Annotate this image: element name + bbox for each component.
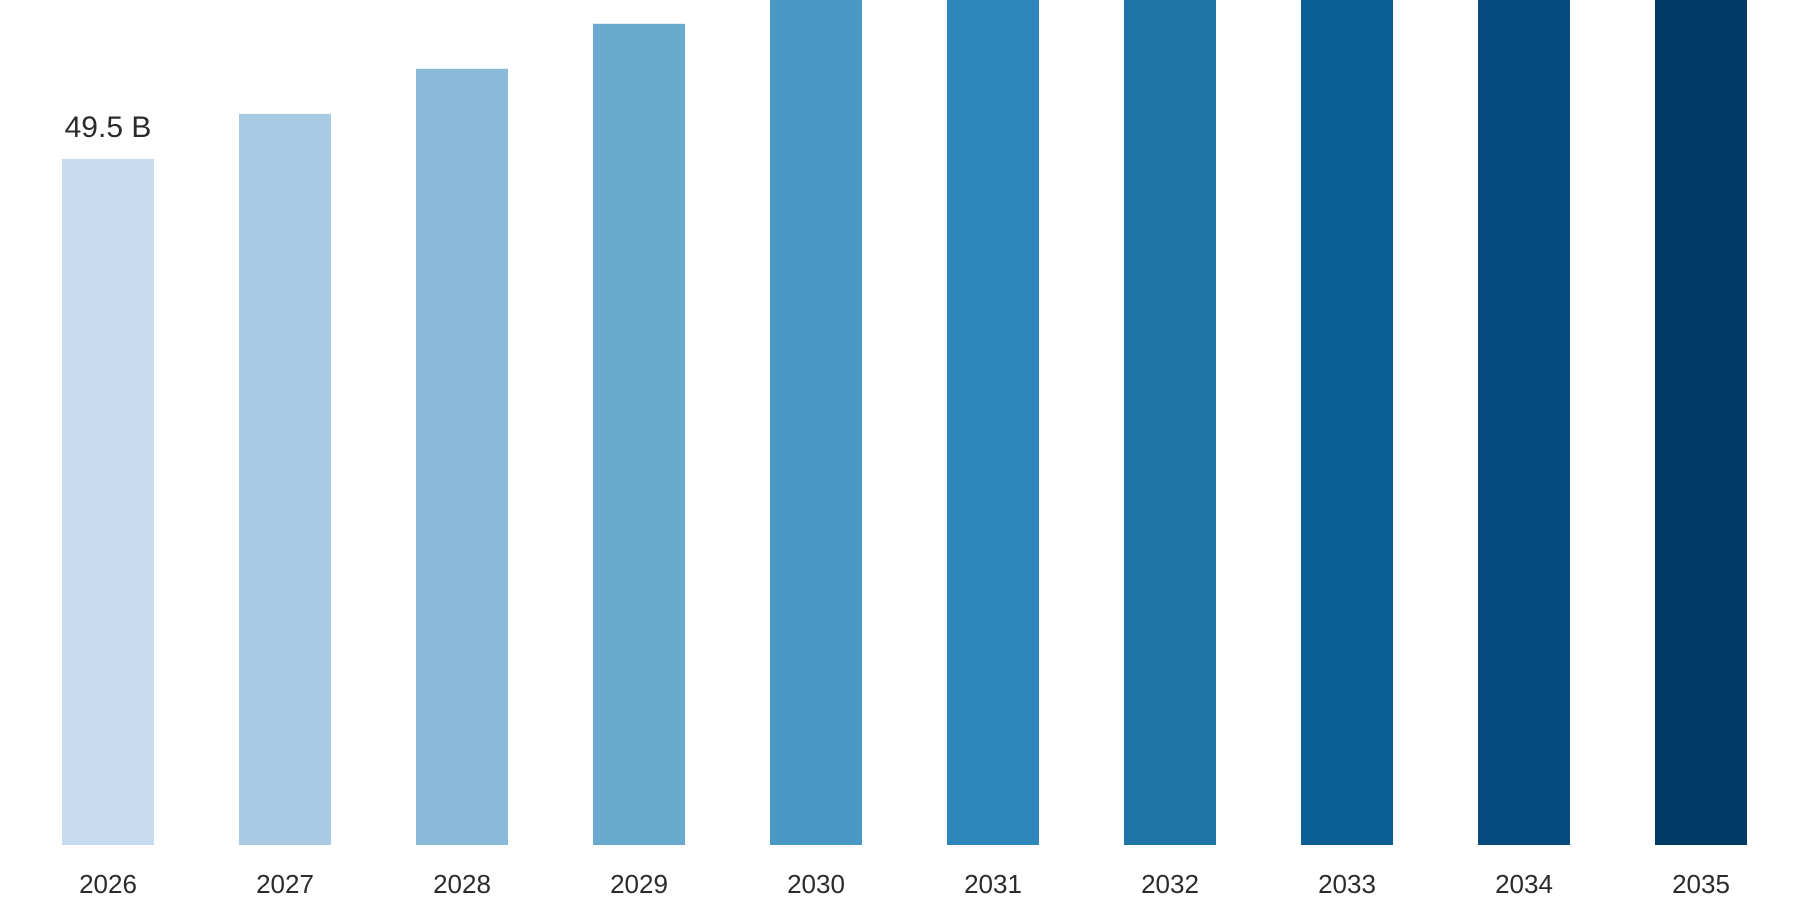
- bar-2032: [1124, 0, 1216, 845]
- bar-2026: [62, 158, 154, 845]
- x-tick-label: 2031: [964, 869, 1022, 899]
- x-tick-label: 2033: [1318, 869, 1376, 899]
- x-tick-label: 2034: [1495, 869, 1553, 899]
- bar-2027: [239, 113, 331, 845]
- x-tick-label: 2028: [433, 869, 491, 899]
- bar-2029: [593, 23, 685, 846]
- x-tick-label: 2029: [610, 869, 668, 899]
- x-tick-label: 2026: [79, 869, 137, 899]
- x-tick-label: 2027: [256, 869, 314, 899]
- bar-2035: [1655, 0, 1747, 845]
- bar-2031: [947, 0, 1039, 845]
- bar-2033: [1301, 0, 1393, 846]
- x-tick-label: 2035: [1672, 869, 1730, 899]
- data-label-2026: 49.5 B: [65, 111, 152, 144]
- bar-2028: [416, 68, 508, 846]
- labels-group: 2026 2027 2028 2029 2030 2031 2032 2033 2034 2035…: [65, 111, 1730, 899]
- bar-2030: [770, 0, 862, 845]
- bar-2034: [1478, 0, 1570, 846]
- x-tick-label: 2032: [1141, 869, 1199, 899]
- bars-group: [62, 0, 1747, 846]
- x-tick-label: 2030: [787, 869, 845, 899]
